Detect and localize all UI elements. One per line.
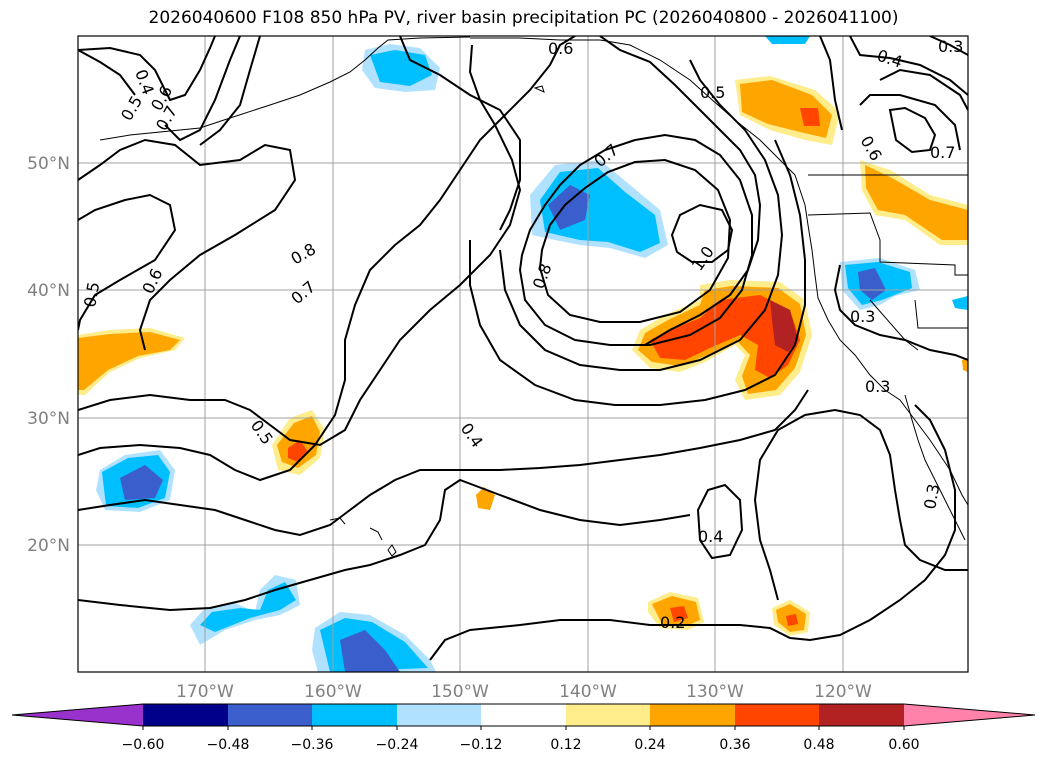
- lat-labels: 50°N 40°N 30°N 20°N: [27, 154, 70, 556]
- contour-label: 0.6: [548, 39, 573, 58]
- map-title: 2026040600 F108 850 hPa PV, river basin …: [148, 8, 899, 28]
- colorbar-tick: −0.60: [122, 737, 165, 753]
- lon-label-170w: 170°W: [176, 682, 234, 702]
- colorbar-segment: [397, 704, 481, 726]
- contour-label: 0.4: [698, 527, 723, 546]
- colorbar-segment: [481, 704, 566, 726]
- contour-label: 0.3: [938, 37, 963, 56]
- coastlines: [99, 36, 968, 557]
- precip-shading: [78, 36, 968, 672]
- lon-label-160w: 160°W: [304, 682, 362, 702]
- contour-label: 0.2: [660, 613, 685, 632]
- lon-label-150w: 150°W: [431, 682, 489, 702]
- colorbar-segment: [735, 704, 819, 726]
- lon-labels: 170°W 160°W 150°W 140°W 130°W 120°W: [176, 682, 872, 702]
- lon-label-130w: 130°W: [686, 682, 744, 702]
- lat-label-50n: 50°N: [27, 154, 70, 174]
- colorbar-tick: −0.24: [376, 737, 419, 753]
- colorbar-tick: −0.48: [207, 737, 250, 753]
- colorbar-tick: 0.24: [634, 737, 665, 753]
- colorbar-tick: 0.60: [888, 737, 919, 753]
- colorbar-segment: [819, 704, 904, 726]
- colorbar-tick: −0.36: [291, 737, 334, 753]
- grid-lines: [78, 36, 968, 672]
- colorbar-tick: −0.12: [460, 737, 503, 753]
- lat-label-20n: 20°N: [27, 536, 70, 556]
- colorbar-segment: [312, 704, 397, 726]
- contour-label: 0.3: [920, 482, 943, 510]
- colorbar-segment: [904, 704, 1035, 726]
- colorbar-tick: 0.36: [719, 737, 750, 753]
- colorbar-segment: [143, 704, 228, 726]
- colorbar-segment: [566, 704, 650, 726]
- lon-label-140w: 140°W: [559, 682, 617, 702]
- contour-label: 0.7: [930, 143, 955, 162]
- colorbar-segment: [228, 704, 312, 726]
- lat-label-40n: 40°N: [27, 281, 70, 301]
- lat-label-30n: 30°N: [27, 409, 70, 429]
- contour-label: 0.3: [850, 307, 875, 326]
- colorbar-segment: [12, 704, 143, 726]
- lon-label-120w: 120°W: [814, 682, 872, 702]
- contour-label: 0.5: [700, 83, 725, 102]
- colorbar-tick: 0.12: [550, 737, 581, 753]
- plot-frame: [77, 35, 969, 673]
- colorbar-segment: [650, 704, 735, 726]
- contour-label: 0.3: [865, 377, 890, 396]
- colorbar: −0.60 −0.48 −0.36 −0.24 −0.12 0.12 0.24 …: [11, 703, 1036, 753]
- colorbar-tick: 0.48: [803, 737, 834, 753]
- contour-label: 0.5: [80, 280, 103, 308]
- pv-contours: [78, 36, 968, 661]
